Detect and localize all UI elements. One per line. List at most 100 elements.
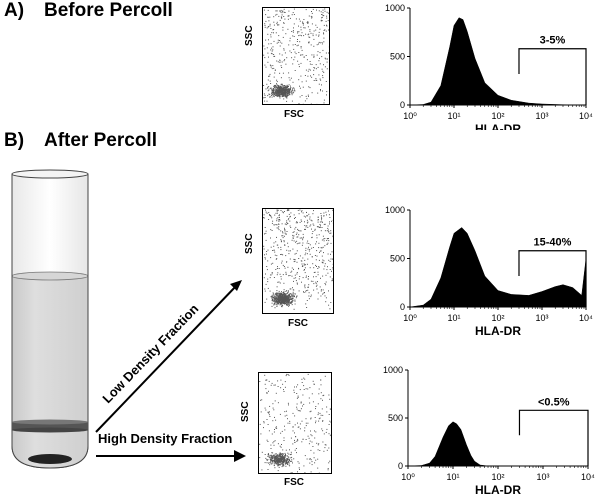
scatter-point bbox=[309, 253, 311, 255]
scatter-point bbox=[309, 267, 311, 269]
scatter-point bbox=[316, 442, 318, 444]
scatter-point bbox=[286, 301, 288, 303]
scatter-point bbox=[294, 70, 296, 71]
scatter-point bbox=[277, 89, 279, 91]
scatter-point bbox=[292, 296, 294, 298]
scatter-point bbox=[279, 297, 281, 298]
scatter-point bbox=[285, 273, 287, 275]
scatter-point bbox=[308, 278, 309, 280]
scatter-point bbox=[325, 281, 327, 283]
scatter-point bbox=[275, 392, 277, 394]
scatter-point bbox=[291, 94, 293, 96]
scatter-point bbox=[271, 273, 273, 275]
scatter-point bbox=[308, 86, 310, 88]
scatter-point bbox=[286, 231, 288, 232]
scatter-point bbox=[276, 218, 278, 220]
scatter-point bbox=[277, 209, 279, 211]
scatter-point bbox=[283, 94, 285, 96]
scatter-point bbox=[323, 99, 325, 101]
scatter-point bbox=[324, 375, 326, 377]
scatter-point bbox=[307, 22, 309, 24]
scatter-point bbox=[273, 85, 275, 87]
scatter-point bbox=[287, 28, 289, 30]
scatter-point bbox=[291, 295, 293, 297]
scatter-point bbox=[273, 40, 275, 42]
scatter-point bbox=[274, 463, 276, 464]
scatter-point bbox=[272, 92, 274, 94]
scatter-point bbox=[307, 21, 309, 23]
scatter-point bbox=[317, 51, 319, 53]
scatter-point bbox=[309, 216, 311, 218]
scatter-point bbox=[307, 70, 309, 72]
scatter-point bbox=[281, 96, 283, 98]
scatter-point bbox=[297, 395, 299, 397]
scatter-point bbox=[276, 13, 278, 15]
scatter-point bbox=[281, 456, 283, 458]
scatter-point bbox=[320, 289, 322, 291]
scatter-point bbox=[280, 456, 282, 458]
scatter-point bbox=[311, 233, 313, 235]
scatter-point bbox=[310, 417, 312, 419]
scatter-point bbox=[309, 244, 311, 246]
scatter-point bbox=[289, 465, 291, 467]
scatter-point bbox=[286, 414, 288, 416]
scatter-point bbox=[304, 100, 306, 102]
scatter-point bbox=[280, 453, 282, 455]
scatter-point bbox=[302, 24, 304, 26]
scatter-point bbox=[299, 96, 301, 98]
scatter-point bbox=[290, 271, 292, 273]
scatter-point bbox=[288, 91, 290, 93]
scatter-point bbox=[275, 453, 277, 455]
scatter-point bbox=[277, 459, 278, 461]
scatter-point bbox=[283, 465, 285, 467]
scatter-point bbox=[275, 241, 277, 243]
scatter-point bbox=[267, 459, 269, 461]
scatter-point bbox=[278, 455, 280, 457]
scatter-point bbox=[285, 453, 286, 455]
x-tick-label: 10² bbox=[491, 111, 504, 121]
scatter-point bbox=[270, 66, 272, 68]
scatter-point bbox=[283, 297, 285, 299]
scatter-point bbox=[283, 22, 285, 24]
scatter-point bbox=[277, 88, 278, 90]
scatter-point bbox=[298, 278, 300, 280]
scatter-point bbox=[298, 290, 300, 292]
scatter-point bbox=[294, 293, 296, 295]
scatter-point bbox=[268, 89, 270, 91]
scatter-point bbox=[274, 457, 276, 459]
scatter-point bbox=[329, 232, 331, 234]
scatter-point bbox=[296, 386, 297, 388]
scatter-point bbox=[276, 456, 278, 458]
scatter-point bbox=[277, 460, 279, 462]
scatter-point bbox=[273, 90, 275, 92]
scatter-point bbox=[291, 472, 293, 473]
scatter-point bbox=[275, 269, 277, 270]
scatter-point bbox=[281, 300, 283, 302]
scatter-point bbox=[269, 457, 271, 459]
scatter-point bbox=[286, 464, 288, 465]
scatter-point bbox=[286, 94, 288, 96]
scatter-point bbox=[292, 293, 294, 295]
scatter-point bbox=[277, 247, 279, 249]
scatter-point bbox=[322, 90, 323, 92]
scatter-point bbox=[327, 272, 329, 274]
scatter-point bbox=[297, 440, 299, 442]
scatter-point bbox=[327, 266, 328, 268]
scatter-point bbox=[278, 89, 280, 90]
scatter-point bbox=[321, 56, 323, 58]
scatter-point bbox=[292, 443, 294, 445]
scatter-point bbox=[269, 416, 271, 417]
scatter-point bbox=[270, 49, 272, 51]
scatter-point bbox=[289, 250, 291, 252]
scatter-point bbox=[282, 29, 284, 31]
scatter-point bbox=[312, 263, 314, 265]
scatter-point bbox=[282, 88, 284, 90]
scatter-point bbox=[292, 238, 294, 239]
scatter-point bbox=[277, 227, 279, 229]
scatter-point bbox=[319, 221, 321, 223]
scatter-point bbox=[276, 91, 278, 93]
scatter-point bbox=[306, 300, 308, 301]
scatter-point bbox=[329, 260, 331, 262]
scatter-point bbox=[308, 284, 310, 286]
scatter-point bbox=[291, 270, 293, 272]
